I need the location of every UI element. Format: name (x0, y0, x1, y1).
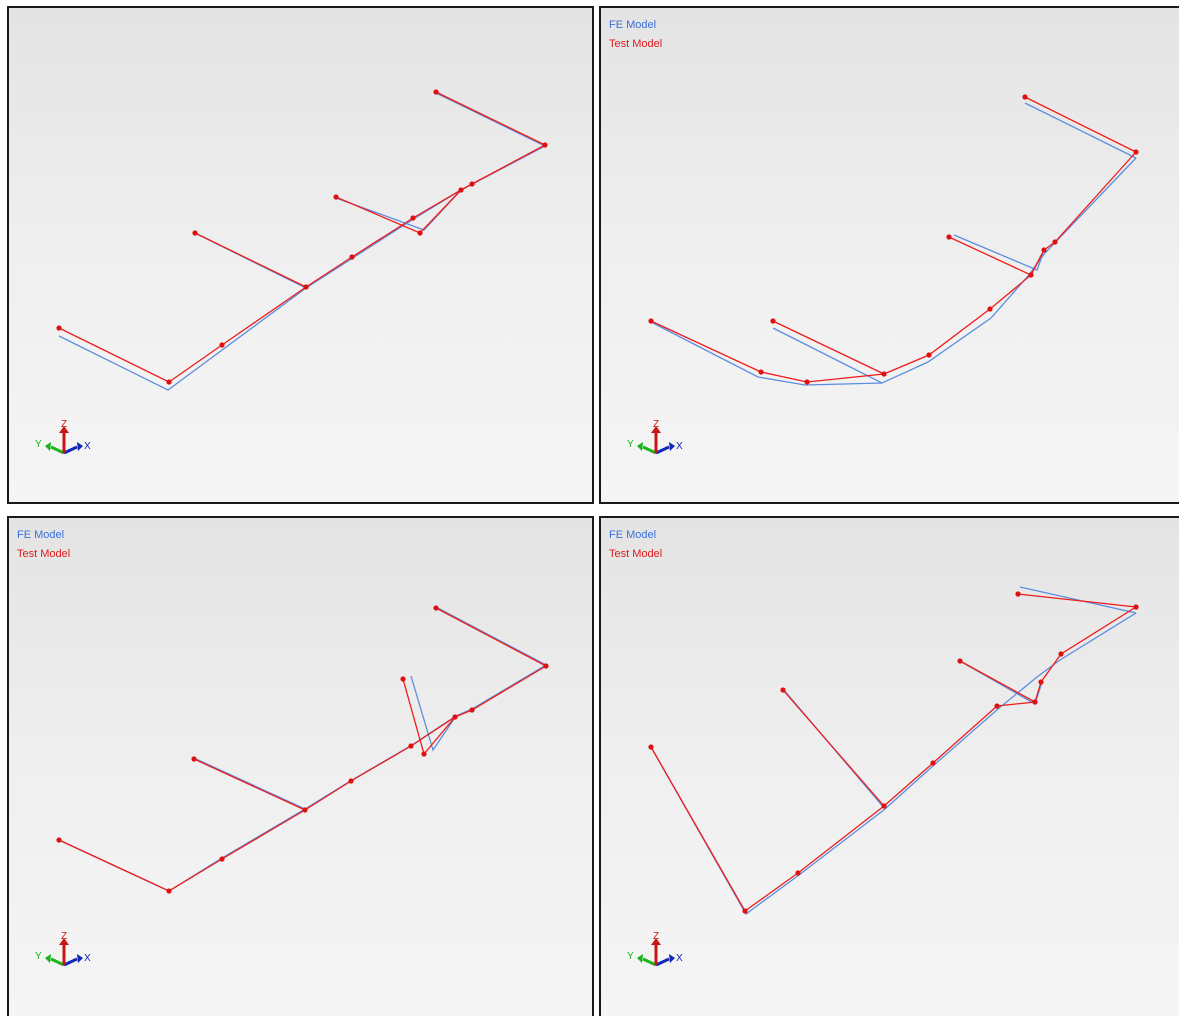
node (410, 215, 416, 221)
node (56, 837, 62, 843)
mode-shape-scene (56, 605, 549, 894)
viewport-bottom-right[interactable]: FE Model Test Model (599, 516, 1179, 1016)
node (348, 778, 354, 784)
axis-z-label: Z (653, 420, 659, 430)
fe-model-lines (58, 92, 546, 391)
node (881, 803, 887, 809)
measurement-nodes (648, 94, 1139, 385)
node (452, 714, 458, 720)
axis-z-label: Z (61, 420, 67, 430)
node (469, 707, 475, 713)
measurement-nodes (56, 605, 549, 894)
axis-y-label: Y (627, 951, 634, 962)
axis-y-label: Y (627, 439, 634, 450)
node (433, 605, 439, 611)
mode-shape-scene (648, 94, 1139, 386)
node (219, 342, 225, 348)
node (1022, 94, 1028, 100)
test-model-lines (650, 593, 1137, 912)
coordinate-axis-triad: X Y Z (627, 932, 683, 967)
viewport-bottom-left[interactable]: FE Model Test Model (7, 516, 594, 1016)
node (648, 744, 654, 750)
node (1133, 604, 1139, 610)
coordinate-axis-triad: X Y Z (35, 932, 91, 967)
legend-test-model: Test Model (609, 38, 663, 50)
fe-model-lines (58, 606, 547, 892)
axis-z-label: Z (653, 932, 659, 942)
coordinate-axis-triad: X Y Z (35, 420, 91, 455)
node (930, 760, 936, 766)
node (758, 369, 764, 375)
test-model-lines (650, 96, 1137, 383)
node (166, 888, 172, 894)
test-model-lines (58, 91, 546, 383)
measurement-nodes (648, 591, 1139, 914)
node (770, 318, 776, 324)
viewport-top-left[interactable]: X Y Z (7, 6, 594, 504)
node (957, 658, 963, 664)
mode-shape-scene (648, 586, 1139, 915)
node (400, 676, 406, 682)
axis-y-label: Y (35, 951, 42, 962)
node (417, 230, 423, 236)
node (1032, 699, 1038, 705)
legend-fe-model: FE Model (17, 529, 65, 541)
node (994, 703, 1000, 709)
node (56, 325, 62, 331)
node (1058, 651, 1064, 657)
node (1015, 591, 1021, 597)
fe-model-lines (650, 102, 1137, 386)
legend-test-model: Test Model (17, 548, 71, 560)
axis-z-label: Z (61, 932, 67, 942)
viewport-top-right[interactable]: FE Model Test Model (599, 6, 1179, 504)
mode-shape-scene (56, 89, 548, 391)
test-model-lines (58, 607, 547, 892)
node (191, 756, 197, 762)
node (795, 870, 801, 876)
axis-y-label: Y (35, 439, 42, 450)
node (987, 306, 993, 312)
node (542, 142, 548, 148)
node (1028, 272, 1034, 278)
measurement-nodes (56, 89, 548, 385)
axis-x-label: X (84, 441, 91, 452)
coordinate-axis-triad: X Y Z (627, 420, 683, 455)
node (1041, 247, 1047, 253)
node (192, 230, 198, 236)
node (433, 89, 439, 95)
node (780, 687, 786, 693)
node (333, 194, 339, 200)
node (302, 807, 308, 813)
node (166, 379, 172, 385)
legend: FE Model Test Model (609, 526, 662, 564)
node (408, 743, 414, 749)
legend: FE Model Test Model (17, 526, 70, 564)
node (303, 284, 309, 290)
node (219, 856, 225, 862)
legend-fe-model: FE Model (609, 529, 657, 541)
axis-x-label: X (676, 441, 683, 452)
node (926, 352, 932, 358)
node (421, 751, 427, 757)
node (804, 379, 810, 385)
node (1133, 149, 1139, 155)
fe-model-lines (650, 586, 1137, 915)
node (458, 187, 464, 193)
axis-x-label: X (676, 953, 683, 964)
axis-x-label: X (84, 953, 91, 964)
legend-test-model: Test Model (609, 548, 663, 560)
legend: FE Model Test Model (609, 16, 662, 54)
node (1038, 679, 1044, 685)
node (1052, 239, 1058, 245)
node (543, 663, 549, 669)
node (881, 371, 887, 377)
node (648, 318, 654, 324)
node (946, 234, 952, 240)
node (469, 181, 475, 187)
legend-fe-model: FE Model (609, 19, 657, 31)
node (742, 908, 748, 914)
node (349, 254, 355, 260)
